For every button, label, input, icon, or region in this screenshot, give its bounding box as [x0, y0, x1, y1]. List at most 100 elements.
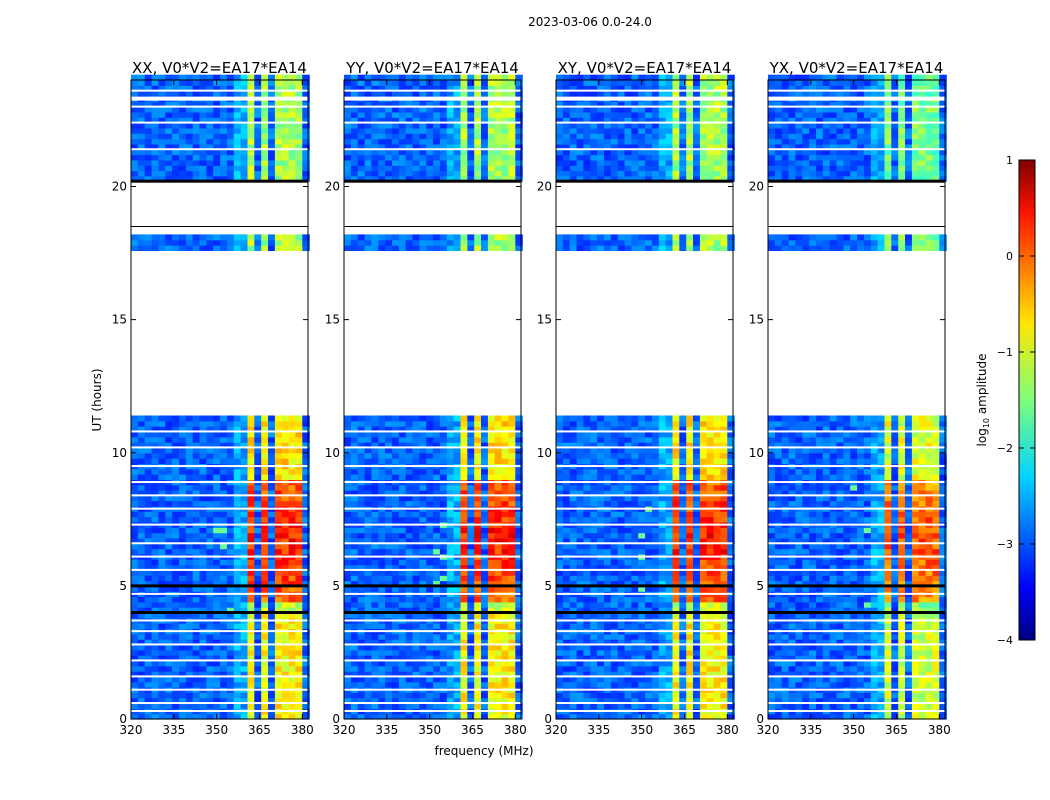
- heatmap-cell: [302, 101, 310, 108]
- heatmap-cell: [350, 436, 359, 443]
- heatmap-cell: [419, 697, 427, 704]
- heatmap-cell: [364, 117, 373, 124]
- heatmap-cell: [583, 703, 591, 709]
- heatmap-cell: [508, 415, 516, 422]
- heatmap-cell: [199, 607, 207, 614]
- heatmap-cell: [693, 692, 701, 699]
- heatmap-cell: [433, 532, 441, 539]
- heatmap-cell: [213, 639, 221, 645]
- heatmap-cell: [405, 537, 414, 544]
- heatmap-cell: [392, 580, 400, 587]
- heatmap-cell: [398, 607, 407, 614]
- heatmap-cell: [206, 527, 214, 534]
- heatmap-cell: [220, 703, 228, 709]
- heatmap-cell: [672, 644, 680, 651]
- heatmap-cell: [131, 633, 139, 640]
- heatmap-cell: [151, 85, 160, 92]
- heatmap-cell: [474, 633, 482, 640]
- heatmap-cell: [233, 175, 242, 182]
- heatmap-cell: [357, 426, 366, 432]
- flag-line-white: [344, 688, 521, 691]
- heatmap-cell: [302, 239, 310, 246]
- heatmap-cell: [288, 239, 297, 246]
- heatmap-cell: [405, 548, 414, 555]
- heatmap-cell: [281, 596, 290, 603]
- heatmap-cell: [220, 474, 228, 480]
- heatmap-cell: [590, 633, 598, 640]
- heatmap-cell: [281, 601, 290, 608]
- heatmap-cell: [268, 106, 276, 113]
- heatmap-cell: [179, 500, 187, 507]
- heatmap-cell: [426, 447, 434, 454]
- heatmap-cell: [720, 601, 728, 608]
- heatmap-cell: [699, 607, 708, 614]
- heatmap-cell: [302, 713, 310, 720]
- heatmap-cell: [247, 490, 255, 496]
- heatmap-cell: [494, 431, 503, 438]
- heatmap-cell: [240, 138, 249, 145]
- heatmap-cell: [151, 607, 160, 614]
- heatmap-cell: [226, 692, 235, 699]
- heatmap-cell: [460, 436, 468, 443]
- heatmap-cell: [302, 639, 310, 645]
- heatmap-cell: [604, 580, 612, 587]
- heatmap-cell: [199, 660, 207, 667]
- heatmap-cell: [344, 133, 352, 140]
- heatmap-cell: [460, 127, 468, 134]
- heatmap-cell: [426, 665, 434, 672]
- heatmap-cell: [419, 484, 427, 491]
- heatmap-cell: [288, 490, 297, 496]
- heatmap-cell: [515, 468, 523, 475]
- heatmap-cell: [645, 623, 653, 629]
- heatmap-cell: [261, 601, 269, 608]
- heatmap-cell: [378, 154, 386, 161]
- heatmap-cell: [274, 559, 283, 566]
- heatmap-cell: [371, 74, 379, 81]
- heatmap-cell: [274, 527, 283, 534]
- heatmap-cell: [610, 585, 619, 592]
- heatmap-cell: [220, 149, 228, 156]
- heatmap-cell: [261, 511, 269, 518]
- heatmap-cell: [302, 703, 310, 709]
- heatmap-cell: [240, 543, 249, 550]
- heatmap-cell: [350, 452, 359, 459]
- heatmap-cell: [720, 644, 728, 651]
- heatmap-cell: [433, 543, 441, 550]
- heatmap-cell: [392, 426, 400, 432]
- heatmap-cell: [474, 442, 482, 448]
- heatmap-cell: [247, 143, 255, 150]
- heatmap-cell: [268, 426, 276, 432]
- heatmap-cell: [302, 112, 310, 118]
- heatmap-cell: [213, 165, 221, 172]
- heatmap-cell: [487, 122, 496, 129]
- heatmap-cell: [385, 149, 393, 156]
- heatmap-cell: [501, 138, 510, 145]
- heatmap-cell: [385, 431, 393, 438]
- heatmap-cell: [515, 676, 523, 683]
- heatmap-cell: [158, 154, 166, 161]
- heatmap-cell: [226, 532, 235, 539]
- heatmap-cell: [199, 138, 207, 145]
- heatmap-cell: [281, 564, 290, 571]
- heatmap-cell: [474, 452, 482, 459]
- heatmap-cell: [247, 175, 255, 182]
- heatmap-cell: [151, 655, 160, 661]
- heatmap-cell: [405, 527, 414, 534]
- heatmap-cell: [385, 585, 393, 592]
- heatmap-cell: [405, 697, 414, 704]
- heatmap-cell: [144, 138, 153, 145]
- heatmap-cell: [247, 420, 255, 427]
- heatmap-cell: [398, 452, 407, 459]
- heatmap-cell: [658, 623, 667, 629]
- heatmap-cell: [206, 442, 214, 448]
- heatmap-cell: [686, 612, 694, 619]
- heatmap-cell: [508, 495, 516, 502]
- heatmap-cell: [460, 633, 468, 640]
- flag-line-white: [344, 446, 521, 449]
- heatmap-cell: [419, 239, 427, 246]
- heatmap-cell: [371, 159, 379, 166]
- heatmap-cell: [385, 559, 393, 566]
- heatmap-cell: [398, 165, 407, 172]
- heatmap-cell: [281, 474, 290, 480]
- heatmap-cell: [398, 500, 407, 507]
